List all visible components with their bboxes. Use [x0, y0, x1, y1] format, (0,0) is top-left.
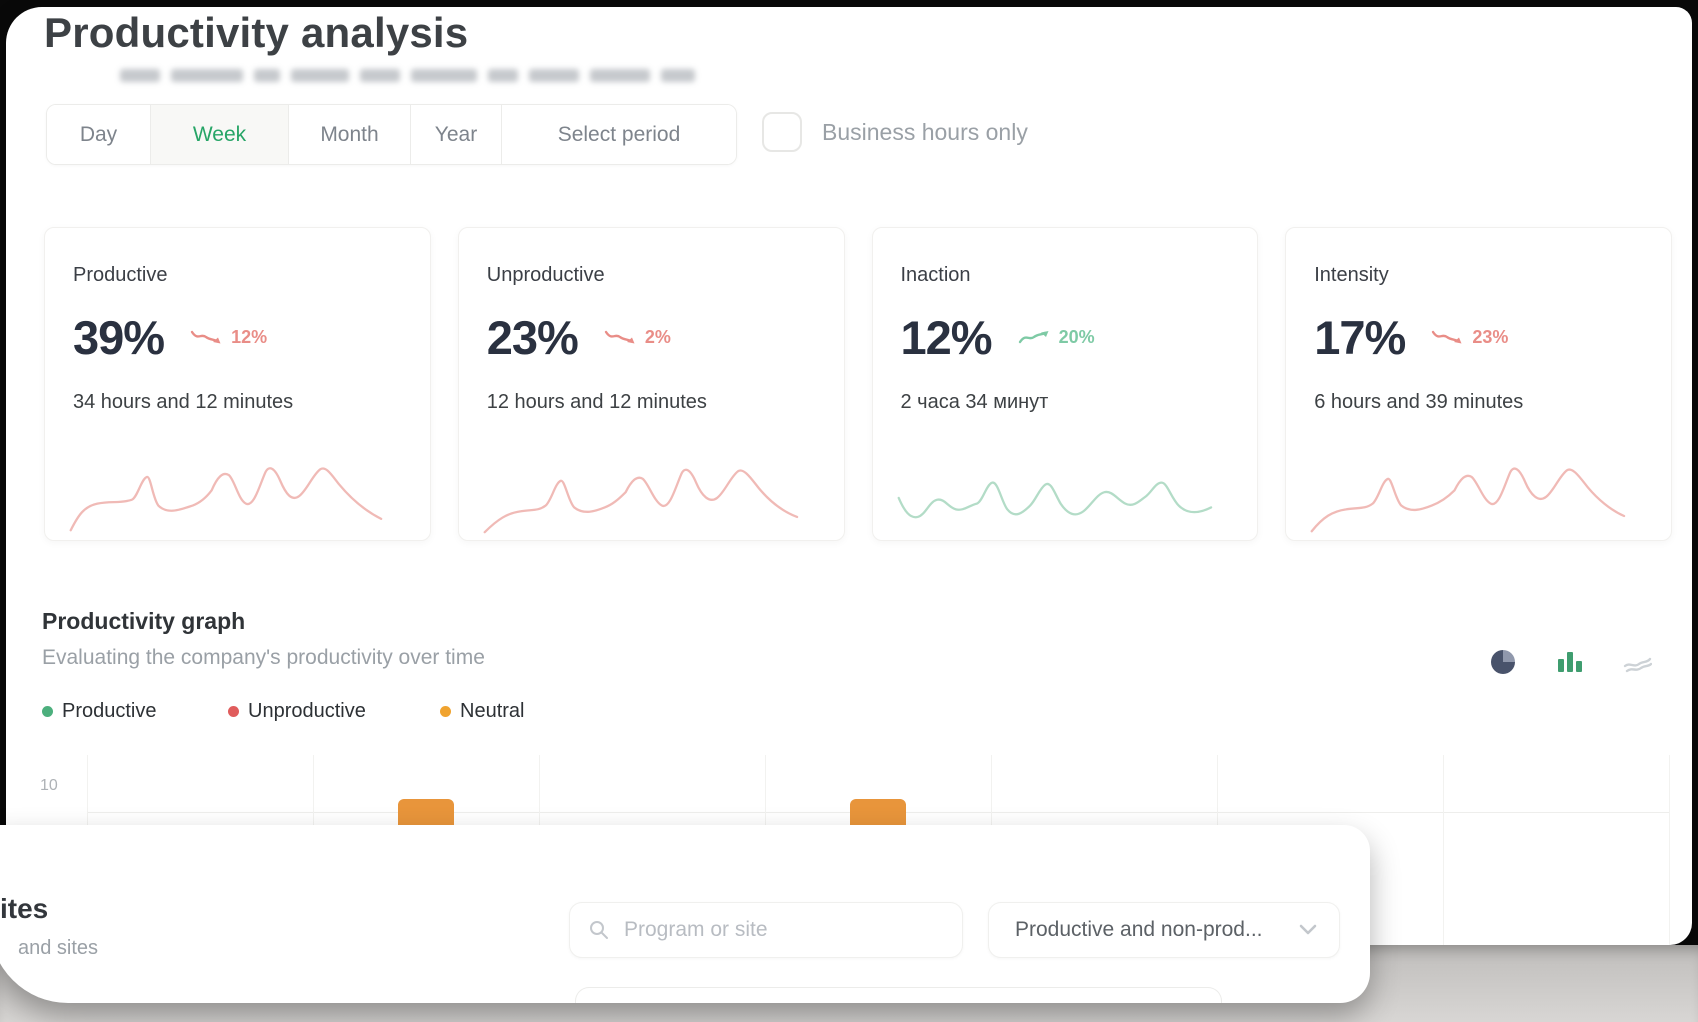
legend-dot: [440, 706, 451, 717]
graph-section-subtitle: Evaluating the company's productivity ov…: [42, 646, 485, 669]
pie-chart-icon[interactable]: [1488, 647, 1518, 677]
legend-dot: [228, 706, 239, 717]
stat-cards-row: Productive 39% 12% 34 hours and 12 minut…: [44, 227, 1672, 541]
tab-year[interactable]: Year: [411, 105, 502, 164]
card-delta: 20%: [1018, 327, 1095, 348]
horizontal-gridline: [87, 812, 1669, 813]
card-duration: 2 часа 34 минут: [900, 391, 1049, 413]
card-title: Intensity: [1314, 264, 1389, 286]
card-delta-value: 2%: [644, 327, 671, 347]
tab-week[interactable]: Week: [151, 105, 289, 164]
tab-select-period[interactable]: Select period: [502, 105, 736, 164]
sparkline: [1310, 467, 1626, 533]
category-filter-value: Productive and non-prod...: [1015, 918, 1263, 941]
card-duration: 12 hours and 12 minutes: [486, 391, 707, 413]
trend-down-icon: [604, 330, 635, 344]
graph-section-title: Productivity graph: [42, 608, 246, 634]
card-value: 17%: [1314, 311, 1406, 364]
period-tabs: Day Week Month Year Select period: [46, 104, 737, 165]
card-duration: 34 hours and 12 minutes: [73, 391, 294, 413]
trend-up-icon: [1018, 331, 1049, 344]
bottom-panel-subheading: and sites: [18, 937, 99, 959]
stat-card-productive: Productive 39% 12% 34 hours and 12 minut…: [44, 227, 431, 541]
sparkline: [897, 481, 1212, 519]
search-input[interactable]: [622, 917, 926, 943]
redacted-text-row: [120, 69, 695, 84]
sparkline: [69, 467, 383, 532]
legend-label: Neutral: [460, 700, 525, 722]
bottom-sheet-panel: ites and sites Productive and non-prod..…: [0, 825, 1370, 1003]
vertical-gridline: [1669, 755, 1670, 945]
card-duration: 6 hours and 39 minutes: [1314, 391, 1524, 413]
card-value: 23%: [486, 311, 579, 364]
card-delta: 23%: [1431, 327, 1508, 348]
tab-day[interactable]: Day: [47, 105, 151, 164]
card-delta-value: 23%: [1472, 327, 1509, 347]
card-delta-value: 12%: [231, 327, 268, 347]
card-delta: 12%: [190, 327, 267, 348]
business-hours-label: Business hours only: [822, 118, 1028, 145]
business-hours-toggle: Business hours only: [762, 112, 1028, 152]
stat-card-inaction: Inaction 12% 20% 2 часа 34 минут: [871, 227, 1259, 541]
legend-label: Productive: [62, 700, 157, 722]
card-title: Productive: [73, 264, 168, 286]
search-icon: [590, 921, 608, 939]
vertical-gridline: [1443, 755, 1444, 945]
card-title: Inaction: [900, 264, 971, 286]
chevron-down-icon: [1299, 924, 1317, 935]
card-delta: 2%: [604, 327, 671, 348]
legend-item-productive[interactable]: Productive: [42, 700, 157, 723]
chart-legend: Productive Unproductive Neutral: [6, 700, 1692, 726]
trend-down-icon: [190, 330, 221, 344]
stat-card-unproductive: Unproductive 23% 2% 12 hours and 12 minu…: [457, 227, 845, 541]
bar-chart-icon[interactable]: [1555, 647, 1585, 677]
chart-view-switcher: [1488, 647, 1652, 677]
card-value: 12%: [900, 311, 993, 364]
legend-label: Unproductive: [248, 700, 366, 722]
sparkline: [483, 468, 798, 534]
card-value: 39%: [73, 311, 165, 364]
card-title: Unproductive: [486, 264, 605, 286]
page-title: Productivity analysis: [44, 9, 469, 56]
program-search-field[interactable]: [569, 902, 963, 958]
table-container-peek: [575, 987, 1222, 1003]
bottom-panel-heading: ites: [0, 893, 49, 924]
business-hours-checkbox[interactable]: [762, 112, 802, 152]
tab-month[interactable]: Month: [289, 105, 411, 164]
legend-dot: [42, 706, 53, 717]
main-panel: Productivity analysis Day Week Month Yea…: [6, 7, 1692, 945]
y-axis-tick-10: 10: [40, 777, 58, 794]
stream-chart-icon[interactable]: [1622, 647, 1652, 677]
legend-item-unproductive[interactable]: Unproductive: [228, 700, 366, 723]
category-filter-dropdown[interactable]: Productive and non-prod...: [988, 902, 1340, 958]
card-delta-value: 20%: [1058, 327, 1095, 347]
legend-item-neutral[interactable]: Neutral: [440, 700, 524, 723]
trend-down-icon: [1432, 330, 1462, 344]
stat-card-intensity: Intensity 17% 23% 6 hours and 39 minutes: [1285, 227, 1672, 541]
